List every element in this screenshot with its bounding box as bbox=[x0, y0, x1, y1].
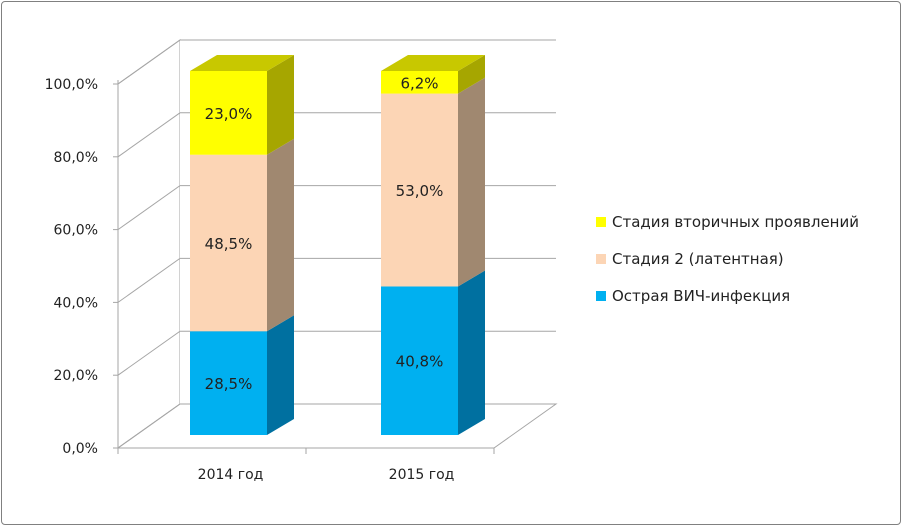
bar-side-face bbox=[267, 138, 294, 332]
axes bbox=[113, 80, 495, 454]
legend-item: Острая ВИЧ-инфекция bbox=[596, 287, 790, 305]
bar-side-face bbox=[267, 55, 294, 155]
bar-front-face bbox=[190, 154, 267, 332]
legend-label: Стадия 2 (латентная) bbox=[612, 250, 784, 268]
bar-front-face bbox=[381, 71, 458, 94]
data-label: 23,0% bbox=[205, 105, 253, 123]
bar-top-face bbox=[190, 55, 294, 71]
legend-item: Стадия вторичных проявлений bbox=[596, 213, 859, 231]
bar-side-face bbox=[458, 270, 485, 435]
legend: Стадия вторичных проявлений Стадия 2 (лат… bbox=[596, 213, 859, 305]
legend-label: Стадия вторичных проявлений bbox=[612, 213, 859, 231]
bars bbox=[190, 55, 485, 435]
data-labels: 28,5% 48,5% 23,0% 40,8% 53,0% 6,2% bbox=[205, 74, 444, 393]
y-axis-tick-labels: 0,0% 20,0% 40,0% 60,0% 80,0% 100,0% bbox=[45, 77, 98, 457]
legend-swatch bbox=[596, 254, 606, 264]
data-label: 28,5% bbox=[205, 375, 253, 393]
bar-segment bbox=[381, 270, 485, 435]
y-tick-label: 60,0% bbox=[54, 223, 98, 239]
bar-segment bbox=[190, 138, 294, 332]
bar-front-face bbox=[381, 93, 458, 287]
legend-item: Стадия 2 (латентная) bbox=[596, 250, 784, 268]
side-wall bbox=[117, 39, 181, 449]
floor bbox=[116, 403, 558, 449]
y-tick-label: 40,0% bbox=[54, 295, 98, 311]
data-label: 6,2% bbox=[400, 74, 438, 92]
bar-segment bbox=[381, 77, 485, 287]
bar-side-face bbox=[458, 55, 485, 94]
bar-segment bbox=[190, 315, 294, 435]
bar-segment bbox=[190, 55, 294, 155]
bar-front-face bbox=[381, 286, 458, 435]
gridline bbox=[117, 39, 556, 85]
chart-walls bbox=[116, 39, 558, 449]
legend-swatch bbox=[596, 217, 606, 227]
y-tick-label: 80,0% bbox=[54, 150, 98, 166]
legend-swatch bbox=[596, 291, 606, 301]
bar-top-face bbox=[381, 55, 485, 71]
bar-side-face bbox=[267, 315, 294, 435]
y-tick-label: 20,0% bbox=[54, 368, 98, 384]
data-label: 40,8% bbox=[396, 353, 444, 371]
data-label: 48,5% bbox=[205, 235, 253, 253]
bar-side-face bbox=[458, 77, 485, 287]
legend-label: Острая ВИЧ-инфекция bbox=[612, 287, 790, 305]
x-axis-tick-labels: 2014 год 2015 год bbox=[198, 467, 455, 483]
bar-front-face bbox=[190, 331, 267, 435]
y-tick-label: 0,0% bbox=[62, 441, 98, 457]
bar-segment bbox=[381, 55, 485, 94]
data-label: 53,0% bbox=[396, 182, 444, 200]
bar-front-face bbox=[190, 71, 267, 155]
x-tick-label: 2015 год bbox=[389, 467, 455, 483]
y-tick-label: 100,0% bbox=[45, 77, 98, 93]
x-tick-label: 2014 год bbox=[198, 467, 264, 483]
